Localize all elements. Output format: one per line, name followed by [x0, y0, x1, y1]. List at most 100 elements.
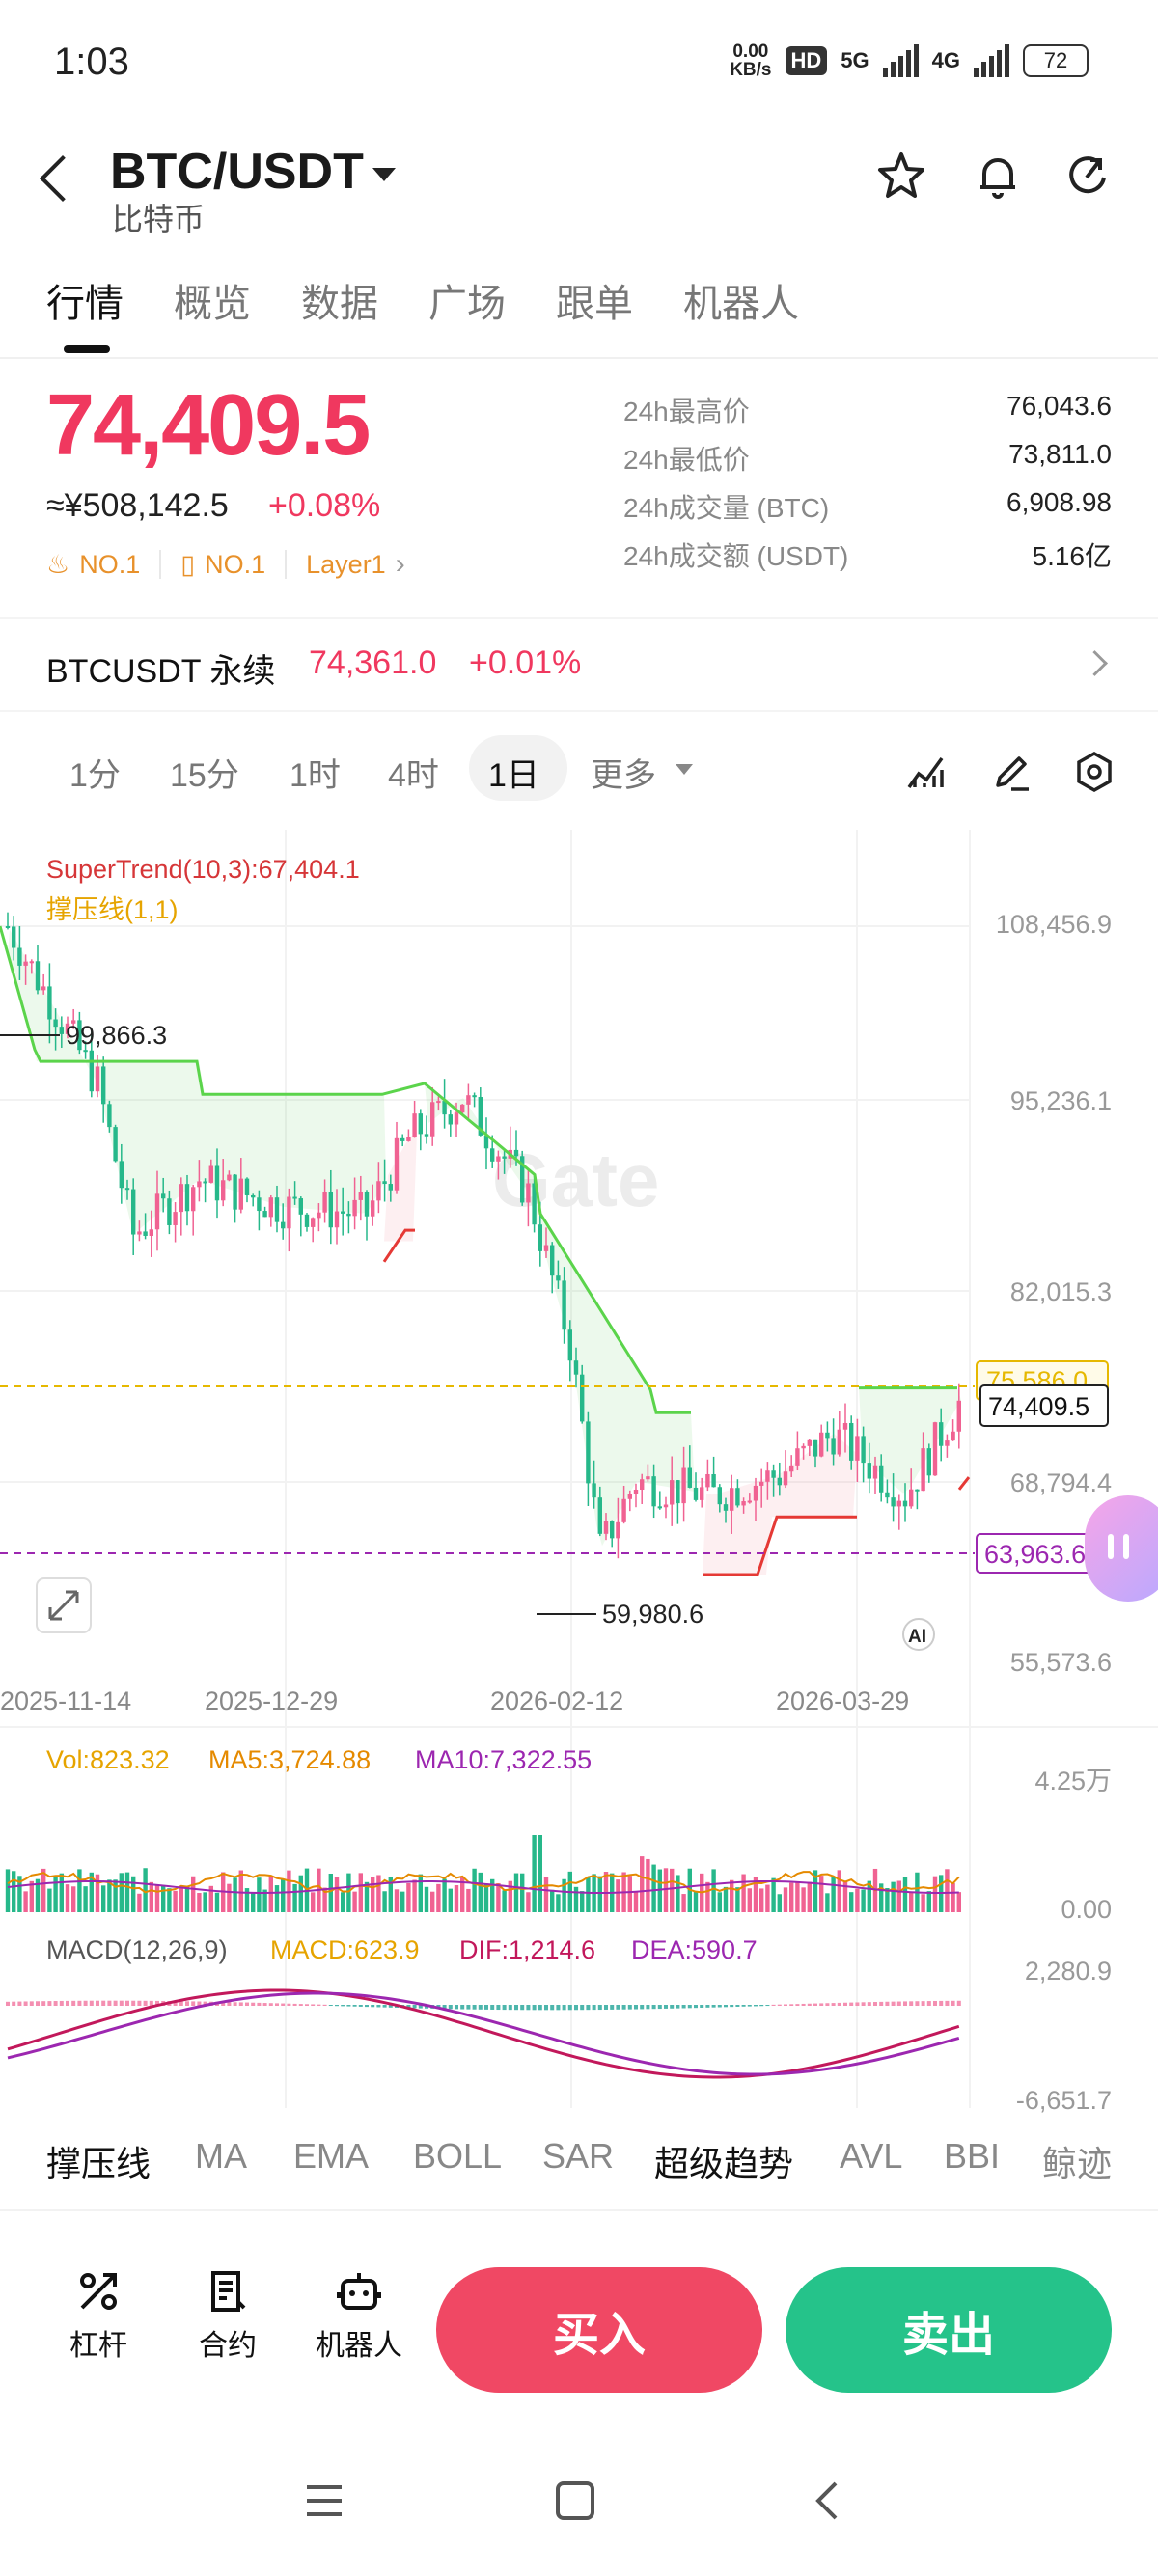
tab-data[interactable]: 数据 [301, 283, 378, 325]
indicator-tab[interactable]: AVL [840, 2136, 903, 2176]
bell-icon[interactable] [971, 149, 1025, 203]
candle-body [580, 1374, 585, 1422]
macd-bar [855, 2002, 860, 2006]
indicator-tab[interactable]: MA [195, 2136, 247, 2176]
pair-dropdown-icon[interactable] [372, 168, 396, 181]
perpetual-row[interactable]: BTCUSDT 永续 74,361.0 +0.01% [0, 617, 1158, 712]
candle-body [29, 961, 34, 964]
macd-bar [879, 2001, 884, 2006]
star-icon[interactable] [874, 149, 928, 203]
candle-body [730, 1488, 734, 1511]
macd-bar [388, 2005, 393, 2008]
ai-badge[interactable]: AI [902, 1618, 935, 1651]
coin-tags[interactable]: ♨ NO.1 ▯ NO.1 Layer1 › [46, 548, 405, 581]
nav-back-icon[interactable] [807, 2480, 849, 2522]
timeframe-more[interactable]: 更多 [591, 757, 656, 794]
bot-button[interactable]: 机器人 [311, 2267, 407, 2364]
macd-bar [538, 2005, 542, 2011]
y-tick: 68,794.4 [1010, 1468, 1112, 1497]
volume-bar [137, 1893, 142, 1912]
volume-bar [274, 1885, 280, 1912]
back-icon[interactable] [39, 154, 87, 203]
volume-bar [442, 1878, 447, 1912]
candle-body [124, 1188, 130, 1191]
macd-bar [455, 2005, 458, 2010]
volume-bar [837, 1870, 841, 1912]
macd-bar [484, 2005, 488, 2010]
main-tabs: 行情 概览 数据 广场 跟单 机器人 [0, 260, 1158, 359]
leverage-button[interactable]: 杠杆 [50, 2267, 147, 2364]
macd-bar [472, 2005, 477, 2010]
draw-icon[interactable] [990, 751, 1033, 793]
candle-body [681, 1467, 686, 1504]
contract-button[interactable]: 合约 [179, 2267, 276, 2364]
stat-label: 24h最低价 [623, 445, 750, 475]
candle-body [597, 1497, 602, 1534]
home-icon[interactable] [554, 2480, 596, 2522]
candle-body [526, 1183, 531, 1203]
macd-bar [12, 2001, 16, 2006]
tab-copy-trade[interactable]: 跟单 [556, 283, 633, 325]
macd-bar [627, 2005, 632, 2010]
volume-bar [424, 1886, 429, 1912]
candle-body [663, 1504, 669, 1508]
timeframe-1h[interactable]: 1时 [290, 757, 341, 794]
candle-body [131, 1189, 136, 1235]
indicator-tab[interactable]: 撑压线 [46, 2144, 152, 2183]
volume-bar [448, 1888, 453, 1912]
volume-bar [663, 1868, 669, 1912]
volume-bar [657, 1869, 662, 1912]
volume-bar [454, 1885, 459, 1912]
candle-body [621, 1498, 626, 1522]
timeframe-1m[interactable]: 1分 [69, 757, 121, 794]
indicator-tab[interactable]: SAR [542, 2136, 615, 2176]
tab-overview[interactable]: 概览 [174, 283, 251, 325]
timeframe-4h[interactable]: 4时 [388, 757, 439, 794]
macd-bar [17, 2001, 22, 2006]
stat-label: 24h成交量 (BTC) [623, 493, 830, 523]
tab-market[interactable]: 行情 [46, 283, 124, 325]
indicator-tab[interactable]: 超级趋势 [654, 2144, 794, 2183]
timeframe-15m[interactable]: 15分 [170, 757, 239, 794]
candle-body [646, 1476, 650, 1480]
buy-button[interactable]: 买入 [436, 2267, 762, 2393]
volume-bar [400, 1891, 405, 1912]
indicator-icon[interactable] [905, 751, 948, 793]
candle-body [543, 1245, 549, 1251]
candle-body [502, 1156, 507, 1159]
candle-body [861, 1436, 866, 1464]
sell-button[interactable]: 卖出 [786, 2267, 1112, 2393]
macd-bar [83, 2000, 88, 2006]
volume-bar [783, 1887, 788, 1912]
timeframe-1d[interactable]: 1日 [488, 757, 539, 794]
indicator-tab[interactable]: BOLL [413, 2136, 503, 2176]
chart-area[interactable]: Gate SuperTrend(10,3):67,404.1 撑压线(1,1) … [0, 830, 1158, 2113]
tab-square[interactable]: 广场 [428, 283, 506, 325]
pair-title[interactable]: BTC/USDT [110, 144, 364, 200]
candle-body [424, 1134, 429, 1137]
volume-bar [12, 1871, 16, 1912]
volume-bar [364, 1881, 370, 1912]
candle-body [59, 1027, 64, 1034]
volume-bar [951, 1882, 955, 1912]
indicator-tab[interactable]: BBI [944, 2136, 1001, 2176]
candle-body [394, 1137, 400, 1191]
candle-body [12, 926, 16, 948]
floating-assistant-button[interactable] [1085, 1495, 1158, 1602]
menu-icon[interactable] [303, 2480, 345, 2522]
candle-body [244, 1178, 250, 1195]
macd-bar [717, 2005, 722, 2008]
candle-body [872, 1465, 878, 1479]
settings-icon[interactable] [1073, 751, 1116, 793]
share-icon[interactable] [1062, 149, 1116, 203]
expand-icon[interactable] [36, 1577, 92, 1633]
macd-bar [96, 2000, 99, 2006]
macd-bar [514, 2005, 518, 2011]
indicator-tab[interactable]: EMA [293, 2136, 370, 2176]
indicator-tab[interactable]: 鲸迹 [1042, 2144, 1113, 2183]
candle-body [567, 1329, 572, 1361]
candle-body [358, 1192, 363, 1200]
tab-bot[interactable]: 机器人 [683, 283, 799, 325]
legend-supertrend: SuperTrend(10,3):67,404.1 [46, 855, 360, 884]
macd-bar [532, 2005, 537, 2011]
